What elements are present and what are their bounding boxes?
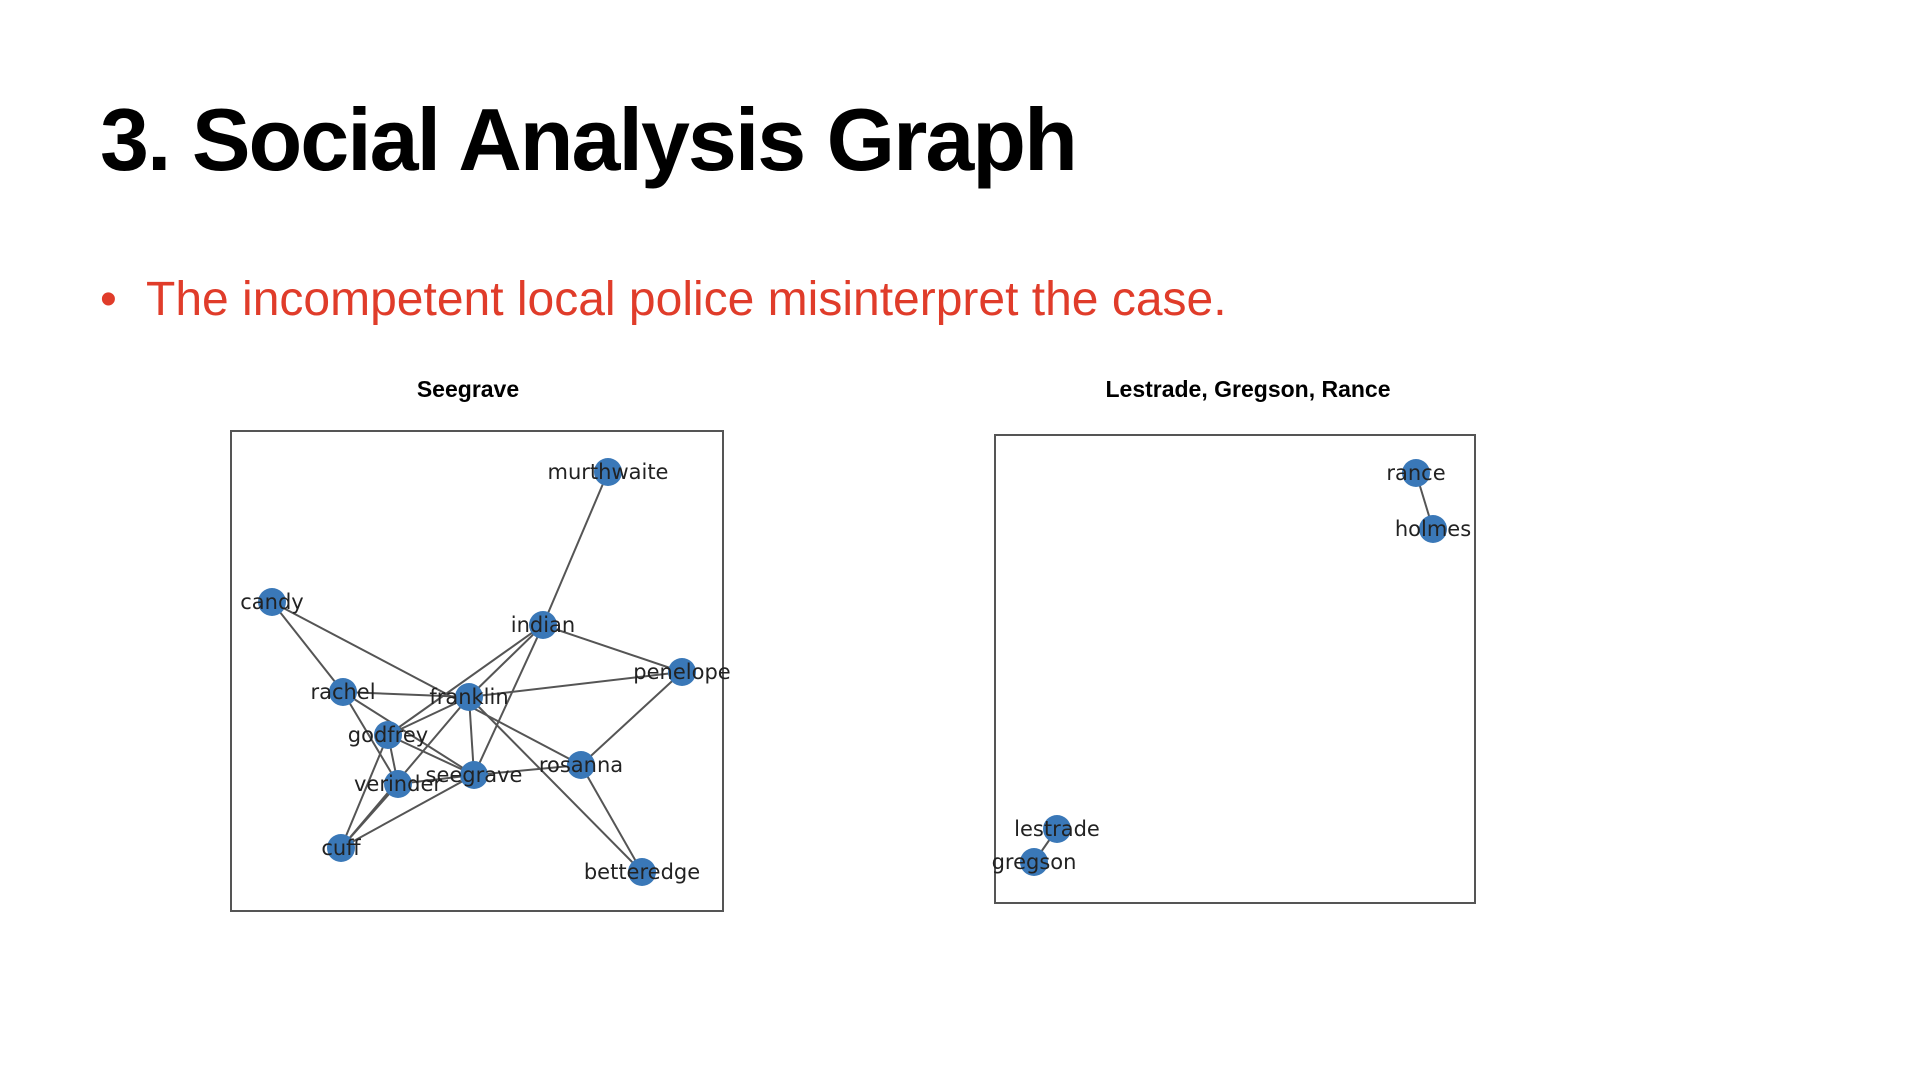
graph-edge-franklin-penelope [468,671,683,698]
graph-node-label-candy: candy [240,590,303,614]
graph-title-seegrave: Seegrave [416,376,520,402]
graph-node-label-murthwaite: murthwaite [548,460,669,484]
graph-node-indian [529,611,557,639]
graph-edge-rachel-verinder [342,691,399,785]
graph-node-label-gregson: gregson [992,850,1077,874]
graph-edge-franklin-godfrey [387,696,470,736]
graph-node-label-rance: rance [1386,461,1445,485]
graph-node-holmes [1419,515,1447,543]
graph-edge-candy-rachel [271,601,344,693]
graph-edge-seegrave-rosanna [473,764,582,776]
graph-node-candy [258,588,286,616]
slide-title: 3. Social Analysis Graph [100,90,1078,189]
graph-title-lestrade-gregson-rance: Lestrade, Gregson, Rance [1105,376,1391,402]
graph-node-murthwaite [594,458,622,486]
graph-node-label-franklin: franklin [429,685,508,709]
graph-edge-godfrey-seegrave [387,734,475,776]
graph-node-betteredge [628,858,656,886]
graph-edge-penelope-rosanna [580,671,683,766]
graph-node-label-indian: indian [511,613,576,637]
graph-node-lestrade [1043,815,1071,843]
graph-node-label-lestrade: lestrade [1014,817,1100,841]
graph-node-seegrave [460,761,488,789]
graph-edge-candy-rosanna [271,601,582,766]
graph-node-verinder [384,770,412,798]
network-graph-seegrave: murthwaite candy indian penelope rachel frank… [230,430,731,912]
graph-node-label-rosanna: rosanna [539,753,623,777]
graph-node-rance [1402,459,1430,487]
graph-node-penelope [668,658,696,686]
graph-node-franklin [455,683,483,711]
network-graph-lestrade-gregson-rance: rance holmes lestrade gregson [992,434,1476,904]
graph-node-godfrey [374,721,402,749]
graph-node-gregson [1020,848,1048,876]
graph-edge-indian-franklin [468,624,544,698]
graph-node-label-verinder: verinder [354,772,442,796]
graph-node-label-penelope: penelope [633,660,730,684]
graph-node-label-cuff: cuff [321,836,361,860]
graph-node-label-rachel: rachel [310,680,375,704]
graph-node-label-holmes: holmes [1395,517,1471,541]
graph-edge-verinder-cuff [340,783,399,849]
graph-edge-rosanna-betteredge [580,764,643,873]
graph-node-rachel [329,678,357,706]
bullet-text: The incompetent local police misinterpre… [146,273,1227,326]
graph-edge-seegrave-cuff [340,774,475,849]
graph-edge-rachel-seegrave [342,691,475,776]
graph-node-cuff [327,834,355,862]
graph-edge-murthwaite-indian [542,471,609,626]
graph-edge-indian-penelope [542,624,683,673]
graph-edge-indian-seegrave [473,624,544,776]
graph-edge-franklin-betteredge [468,696,643,873]
graph-node-rosanna [567,751,595,779]
graph-frame [230,430,724,912]
graph-frame [994,434,1476,904]
bullet-point: • The incompetent local police misinterp… [100,272,1227,328]
graph-edge-rachel-franklin [342,691,470,698]
graph-edge-indian-godfrey [387,624,544,736]
bullet-dot: • [100,273,117,326]
graph-node-label-seegrave: seegrave [426,763,523,787]
graph-node-label-betteredge: betteredge [584,860,700,884]
graph-edge-godfrey-cuff [340,734,389,849]
graph-node-label-godfrey: godfrey [348,723,428,747]
